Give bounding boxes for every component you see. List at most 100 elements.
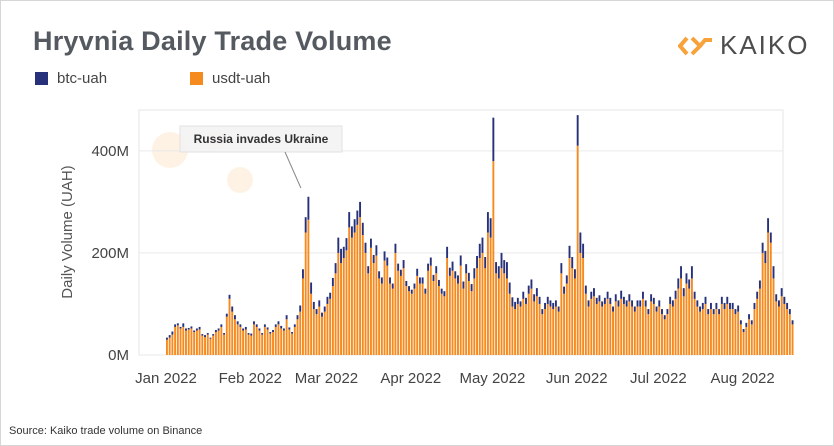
bar-usdt-uah	[609, 303, 612, 355]
bar-btc-uah	[476, 255, 478, 269]
bar-usdt-uah	[394, 252, 397, 355]
bar-usdt-uah	[176, 325, 179, 355]
bar-usdt-uah	[775, 301, 778, 355]
bar-usdt-uah	[302, 278, 304, 355]
bar-usdt-uah	[729, 309, 731, 355]
bar-btc-uah	[310, 282, 313, 294]
bar-btc-uah	[535, 288, 538, 297]
bar-usdt-uah	[217, 330, 220, 355]
bar-usdt-uah	[424, 293, 427, 355]
source-note: Source: Kaiko trade volume on Binance	[9, 425, 203, 437]
bar-usdt-uah	[753, 309, 756, 355]
bar-btc-uah	[204, 335, 206, 338]
x-tick-label: Jun 2022	[546, 370, 608, 387]
bar-usdt-uah	[533, 301, 536, 355]
bar-btc-uah	[448, 267, 451, 276]
brand-name: KAIKO	[720, 30, 810, 60]
bar-btc-uah	[321, 312, 323, 317]
bar-usdt-uah	[650, 301, 653, 355]
bar-usdt-uah	[171, 334, 174, 355]
bar-btc-uah	[584, 285, 587, 294]
bar-usdt-uah	[386, 265, 389, 355]
bar-usdt-uah	[712, 314, 715, 355]
bar-btc-uah	[775, 294, 778, 302]
legend-item-usdt-uah[interactable]: usdt-uah	[190, 70, 270, 87]
bar-btc-uah	[266, 327, 269, 330]
bar-btc-uah	[772, 266, 775, 279]
bar-usdt-uah	[614, 301, 617, 355]
bar-usdt-uah	[788, 314, 791, 355]
bar-usdt-uah	[258, 330, 261, 355]
x-tick-label: Jan 2022	[135, 370, 197, 387]
bar-btc-uah	[522, 291, 525, 299]
legend-item-btc-uah[interactable]: btc-uah	[35, 70, 107, 87]
bar-btc-uah	[682, 288, 685, 297]
bar-btc-uah	[405, 280, 408, 287]
bar-btc-uah	[209, 337, 212, 339]
bar-btc-uah	[758, 280, 761, 289]
bar-usdt-uah	[574, 278, 576, 355]
bar-btc-uah	[478, 243, 481, 259]
bar-btc-uah	[269, 332, 272, 334]
bar-usdt-uah	[593, 296, 595, 355]
bar-usdt-uah	[318, 306, 321, 355]
bar-usdt-uah	[484, 268, 487, 355]
bar-btc-uah	[767, 218, 770, 233]
bar-usdt-uah	[182, 326, 185, 355]
bar-usdt-uah	[541, 314, 544, 355]
bar-usdt-uah	[421, 283, 424, 355]
bar-btc-uah	[756, 291, 759, 299]
bar-btc-uah	[302, 269, 304, 279]
bar-usdt-uah	[350, 237, 353, 355]
bar-btc-uah	[383, 251, 386, 261]
bar-usdt-uah	[590, 298, 593, 355]
bar-usdt-uah	[212, 335, 215, 355]
bar-btc-uah	[666, 309, 669, 315]
bar-btc-uah	[688, 279, 691, 289]
bar-usdt-uah	[783, 303, 786, 355]
bar-usdt-uah	[587, 306, 590, 355]
bar-btc-uah	[778, 300, 780, 307]
bar-btc-uah	[560, 263, 563, 274]
bar-usdt-uah	[625, 306, 628, 355]
bar-btc-uah	[356, 210, 359, 225]
bar-usdt-uah	[465, 273, 468, 355]
bar-usdt-uah	[413, 288, 416, 355]
bar-usdt-uah	[239, 326, 242, 355]
bar-btc-uah	[168, 335, 171, 338]
bar-usdt-uah	[652, 303, 655, 355]
bar-btc-uah	[228, 294, 231, 299]
bar-usdt-uah	[699, 311, 702, 355]
bar-btc-uah	[473, 268, 476, 279]
bar-usdt-uah	[723, 309, 726, 355]
bar-usdt-uah	[598, 301, 601, 355]
bar-usdt-uah	[304, 232, 307, 355]
bar-btc-uah	[370, 238, 372, 248]
bar-usdt-uah	[554, 306, 557, 355]
bar-usdt-uah	[571, 268, 574, 355]
bar-btc-uah	[761, 242, 764, 253]
bar-btc-uah	[296, 315, 299, 320]
bar-usdt-uah	[397, 270, 400, 355]
bar-btc-uah	[443, 291, 446, 297]
bar-btc-uah	[258, 328, 261, 331]
bar-btc-uah	[544, 302, 546, 310]
bar-btc-uah	[636, 300, 639, 307]
bar-usdt-uah	[549, 306, 552, 355]
bar-btc-uah	[497, 266, 500, 279]
bar-btc-uah	[225, 313, 228, 317]
bar-usdt-uah	[383, 260, 386, 355]
bar-btc-uah	[304, 217, 307, 233]
bar-usdt-uah	[742, 332, 745, 355]
bar-btc-uah	[394, 243, 397, 253]
bar-btc-uah	[326, 296, 329, 304]
bar-btc-uah	[429, 257, 432, 266]
bar-btc-uah	[195, 328, 198, 331]
bar-usdt-uah	[462, 288, 465, 355]
bar-btc-uah	[329, 292, 332, 299]
bar-usdt-uah	[612, 311, 614, 355]
bar-usdt-uah	[348, 227, 351, 355]
bar-usdt-uah	[214, 332, 217, 355]
bar-btc-uah	[593, 288, 595, 297]
